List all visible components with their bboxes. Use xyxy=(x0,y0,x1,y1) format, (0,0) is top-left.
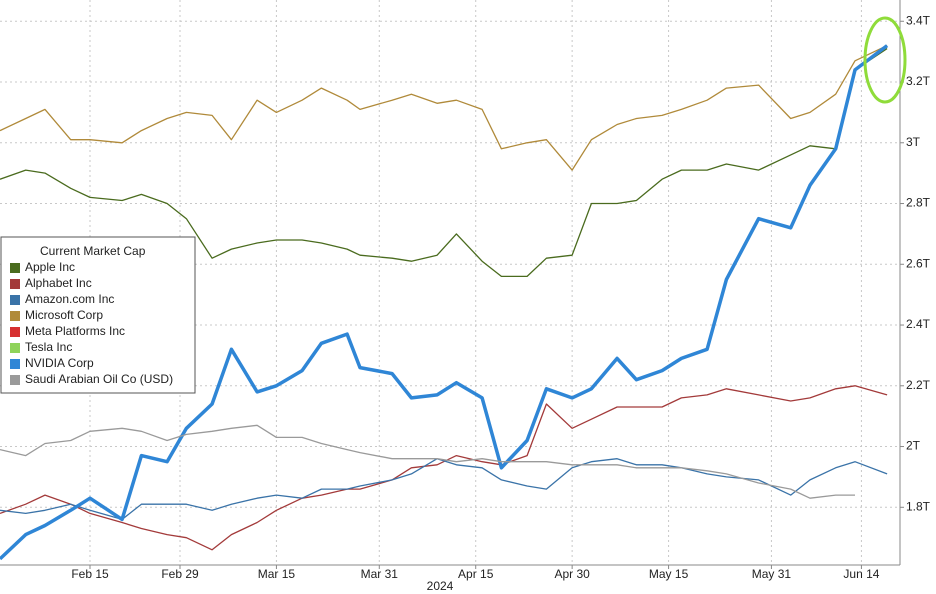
legend: Current Market Cap Apple Inc Alphabet Inc… xyxy=(0,236,196,394)
highlight-ellipse xyxy=(863,16,907,104)
y-tick-label: 2T xyxy=(906,439,921,453)
y-tick-label: 2.8T xyxy=(906,196,931,210)
x-tick-label: Mar 15 xyxy=(258,567,296,581)
x-tick-label: Feb 15 xyxy=(71,567,109,581)
series-line xyxy=(0,385,888,551)
legend-box xyxy=(0,236,196,394)
legend-swatch xyxy=(10,295,20,305)
legend-label: NVIDIA Corp xyxy=(25,356,94,370)
y-tick-label: 2.2T xyxy=(906,378,931,392)
legend-swatch xyxy=(10,311,20,321)
legend-label: Tesla Inc xyxy=(25,340,72,354)
lines xyxy=(0,44,889,561)
legend-label: Apple Inc xyxy=(25,260,75,274)
x-tick-label: Feb 29 xyxy=(161,567,199,581)
series-line xyxy=(0,424,855,499)
legend-label: Microsoft Corp xyxy=(25,308,103,322)
legend-label: Amazon.com Inc xyxy=(25,292,114,306)
legend-swatch xyxy=(10,359,20,369)
y-tick-label: 2.4T xyxy=(906,317,931,331)
y-tick-label: 2.6T xyxy=(906,256,931,270)
x-tick-label: May 15 xyxy=(649,567,689,581)
legend-swatch xyxy=(10,375,20,385)
legend-title: Current Market Cap xyxy=(40,244,146,258)
legend-label: Alphabet Inc xyxy=(25,276,92,290)
legend-swatch xyxy=(10,327,20,337)
series-line xyxy=(0,44,889,561)
y-tick-label: 3T xyxy=(906,135,921,149)
legend-swatch xyxy=(10,279,20,289)
x-tick-label: Jun 14 xyxy=(843,567,879,581)
series-line xyxy=(0,45,888,171)
y-tick-label: 1.8T xyxy=(906,499,931,513)
legend-swatch xyxy=(10,263,20,273)
legend-label: Meta Platforms Inc xyxy=(25,324,125,338)
x-axis-label: 2024 xyxy=(427,579,454,593)
series-line xyxy=(0,48,888,278)
x-tick-label: Apr 15 xyxy=(458,567,494,581)
x-tick-label: Mar 31 xyxy=(361,567,399,581)
legend-label: Saudi Arabian Oil Co (USD) xyxy=(25,372,173,386)
x-tick-label: Apr 30 xyxy=(554,567,590,581)
legend-swatch xyxy=(10,343,20,353)
y-tick-label: 3.4T xyxy=(906,13,931,27)
y-tick-label: 3.2T xyxy=(906,74,931,88)
x-tick-label: May 31 xyxy=(752,567,792,581)
